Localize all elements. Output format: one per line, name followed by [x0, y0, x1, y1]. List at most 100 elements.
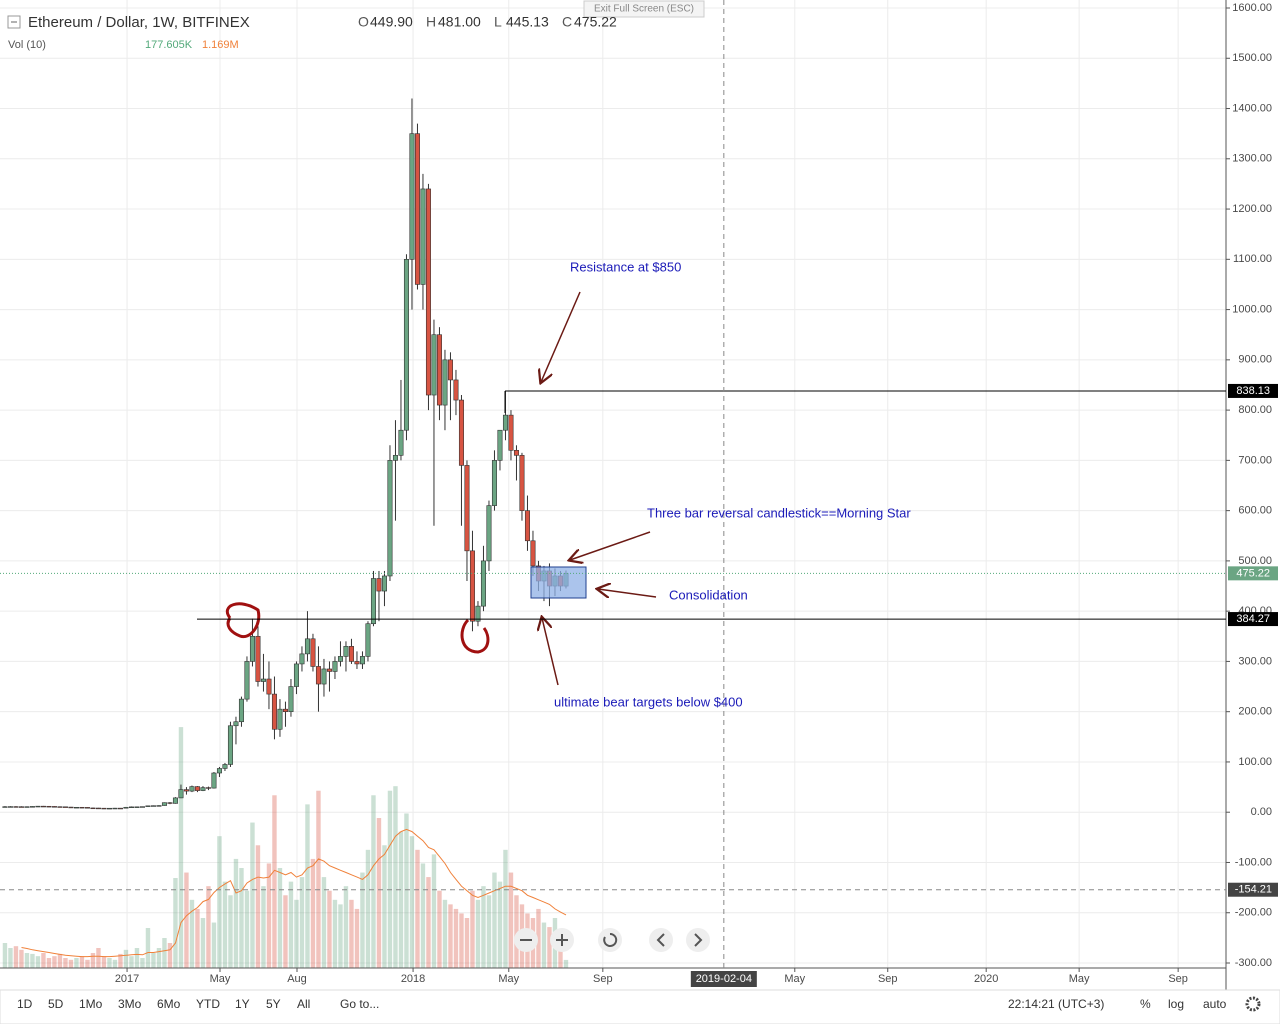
volume-title: Vol (10) [8, 39, 46, 51]
candle-body [189, 786, 195, 792]
candle-body [260, 678, 266, 682]
candle-body [62, 806, 68, 808]
range-button[interactable]: 1D [17, 997, 33, 1011]
range-button[interactable]: YTD [196, 997, 220, 1011]
volume-bar [541, 922, 547, 968]
price-label: 838.13 [1236, 385, 1270, 397]
price-label-box [1228, 566, 1278, 581]
candle-body [238, 698, 244, 723]
log-toggle[interactable]: log [1168, 997, 1184, 1011]
y-tick-label: 1000.00 [1232, 303, 1272, 315]
volume-bar [90, 953, 96, 968]
candle-body [84, 807, 90, 809]
percent-toggle[interactable]: % [1140, 997, 1151, 1011]
candle-body [51, 806, 57, 808]
candle-body [29, 806, 35, 808]
candle-body [288, 686, 294, 712]
candle-body [95, 807, 101, 810]
volume-bar [393, 786, 398, 968]
x-tick-label: Sep [593, 973, 613, 985]
volume-bar [492, 872, 497, 968]
candle-body [2, 806, 8, 808]
range-button[interactable]: All [297, 997, 310, 1011]
candle-body [425, 188, 431, 396]
range-button[interactable]: 1Y [235, 997, 250, 1011]
volume-bar [217, 836, 222, 968]
scroll-right[interactable] [686, 928, 710, 952]
volume-bar [349, 899, 354, 968]
y-tick-label: 300.00 [1238, 655, 1272, 667]
range-button[interactable]: 3Mo [118, 997, 142, 1011]
zoom-controls [514, 928, 710, 952]
auto-toggle[interactable]: auto [1203, 997, 1227, 1011]
y-tick-label: 200.00 [1238, 706, 1272, 718]
volume-bar [321, 877, 327, 968]
candle-body [497, 429, 503, 461]
volume-bar [19, 949, 24, 968]
volume-bar [222, 881, 228, 968]
volume-bar [398, 831, 404, 968]
candle-body [222, 764, 228, 769]
x-tick-label: May [784, 973, 805, 985]
candle-body [277, 708, 283, 730]
volume-bar [277, 868, 283, 968]
volume-bar [145, 928, 151, 968]
y-tick-label: 1200.00 [1232, 203, 1272, 215]
candle-body [398, 429, 404, 456]
volume-bar [327, 890, 332, 968]
candle-body [73, 806, 79, 809]
candle-body [216, 768, 222, 774]
candle-body [255, 635, 261, 682]
consolidation-box [530, 566, 587, 599]
candle-body [35, 805, 41, 808]
exit-fullscreen[interactable] [583, 0, 705, 18]
volume-bar [107, 958, 112, 968]
goto-button[interactable]: Go to... [340, 997, 379, 1011]
volume-bar [35, 956, 41, 968]
candle-body [354, 661, 360, 665]
volume-bar [536, 908, 541, 968]
volume-ma-value: 1.169M [202, 39, 239, 51]
candle-body [282, 708, 288, 712]
volume-bar [332, 899, 338, 968]
volume-bar [129, 956, 134, 968]
candle-body [68, 806, 74, 809]
arrow [542, 618, 559, 686]
ohlc-value: 445.13 [506, 14, 549, 30]
volume-bar [470, 890, 475, 968]
y-tick-label: -200.00 [1235, 907, 1272, 919]
candle-body [475, 605, 481, 622]
highlight-circle [460, 618, 490, 654]
range-button[interactable]: 5Y [266, 997, 281, 1011]
candle-body [304, 638, 310, 655]
volume-bar [228, 895, 233, 968]
crosshair-x-label: 2019-02-04 [696, 973, 752, 985]
x-tick-label: May [1069, 973, 1090, 985]
volume-bar [156, 948, 162, 968]
ohlc-key: C [562, 14, 572, 30]
volume-bar [409, 836, 415, 968]
volume-bar [453, 908, 459, 968]
crosshair-y-box [1228, 882, 1278, 897]
range-button[interactable]: 6Mo [157, 997, 181, 1011]
scroll-left[interactable] [649, 928, 673, 952]
candle-body [431, 334, 437, 396]
candle-body [447, 359, 453, 381]
candle-body [150, 805, 156, 807]
ohlc-value: 475.22 [574, 14, 617, 30]
candle-body [123, 806, 129, 809]
volume-bar [200, 918, 206, 968]
range-button[interactable]: 1Mo [79, 997, 103, 1011]
candle-body [486, 505, 492, 562]
candle-body [365, 623, 371, 657]
range-button[interactable]: 5D [48, 997, 64, 1011]
settings-button[interactable] [1245, 996, 1261, 1012]
candle-body [458, 399, 464, 466]
volume-bar [151, 953, 156, 968]
candle-body [387, 460, 393, 577]
candle-body [156, 805, 162, 807]
reset[interactable] [598, 928, 622, 952]
y-tick-label: 100.00 [1238, 756, 1272, 768]
candle-body [205, 787, 211, 789]
volume-bar [74, 958, 79, 968]
